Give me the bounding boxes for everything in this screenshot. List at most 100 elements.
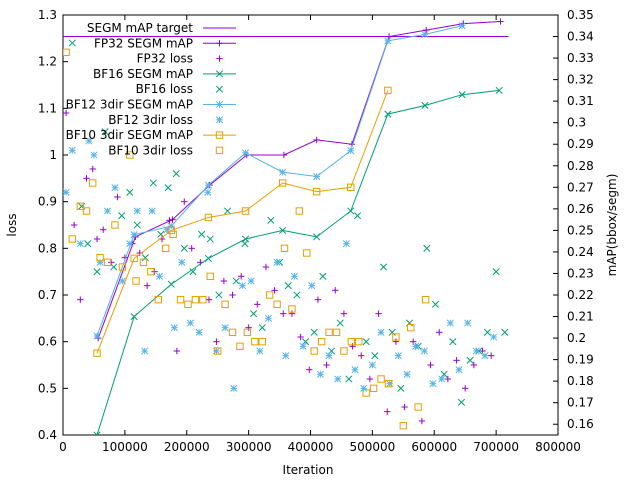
legend-item: BF16 loss <box>136 82 224 96</box>
data-point <box>297 333 304 341</box>
data-point <box>224 207 232 215</box>
data-point <box>220 277 228 285</box>
data-point <box>258 337 266 346</box>
legend-item: BF12 3dir SEGM mAP <box>66 98 236 112</box>
data-point <box>490 333 498 341</box>
data-point <box>407 323 415 332</box>
data-point <box>423 26 430 34</box>
data-point <box>93 349 101 357</box>
data-point <box>282 352 290 360</box>
y-tick-label: 0.4 <box>38 428 57 442</box>
y-tick-label: 0.7 <box>38 288 57 302</box>
data-point <box>204 188 212 196</box>
y2-tick-label: 0.32 <box>567 73 594 87</box>
legend-marker <box>215 131 224 139</box>
data-point <box>466 356 474 364</box>
legend-label: BF10 3dir SEGM mAP <box>66 128 193 142</box>
data-point <box>273 300 281 309</box>
x-tick-label: 400000 <box>288 440 334 454</box>
data-point <box>420 347 428 355</box>
data-point <box>173 347 181 355</box>
data-point <box>141 347 149 355</box>
data-point <box>85 137 93 145</box>
data-point <box>103 258 112 267</box>
data-point <box>247 277 255 285</box>
data-point <box>172 170 180 178</box>
data-point <box>472 347 480 355</box>
data-point <box>303 249 311 257</box>
legend-label: BF16 SEGM mAP <box>93 67 193 81</box>
data-point <box>241 240 249 248</box>
y2-axis-ticks: 0.16 0.17 0.18 0.19 0.2 0.21 0.22 0.23 0.24 0.25 0… <box>553 8 594 431</box>
data-point <box>414 403 422 411</box>
data-point <box>198 230 206 238</box>
data-point <box>279 226 287 234</box>
data-point <box>295 207 304 215</box>
data-point <box>299 342 307 350</box>
legend-item: FP32 loss <box>137 52 223 66</box>
data-point <box>278 179 287 187</box>
data-point <box>238 273 245 280</box>
data-point <box>319 272 327 280</box>
y2-tick-label: 0.22 <box>567 288 594 302</box>
data-point <box>313 172 321 181</box>
y2-tick-label: 0.35 <box>567 8 594 22</box>
data-point <box>492 268 500 276</box>
data-point <box>230 384 238 392</box>
data-point <box>176 295 185 304</box>
y2-tick-label: 0.33 <box>567 51 594 65</box>
data-point <box>384 110 392 118</box>
y-tick-label: 0.8 <box>38 241 57 255</box>
data-point <box>349 343 356 350</box>
data-point <box>221 300 229 309</box>
data-point <box>188 245 195 252</box>
legend-marker <box>215 85 224 93</box>
y2-tick-label: 0.16 <box>567 417 594 431</box>
data-point <box>89 179 97 187</box>
data-point <box>362 389 370 397</box>
data-point <box>254 301 261 308</box>
data-point <box>501 328 509 336</box>
data-point <box>189 268 197 276</box>
data-point <box>313 136 320 144</box>
data-point <box>392 333 400 341</box>
data-point <box>262 263 270 271</box>
y-tick-label: 0.6 <box>38 335 57 349</box>
legend-item: BF10 3dir loss <box>108 143 224 157</box>
data-point <box>251 337 259 346</box>
series-layer <box>63 18 509 435</box>
data-point <box>77 296 84 303</box>
legend-marker <box>215 70 224 78</box>
data-point <box>93 332 101 340</box>
data-point <box>306 366 313 373</box>
legend-item: SEGM mAP target <box>87 21 236 35</box>
data-point <box>63 109 70 117</box>
y2-tick-label: 0.19 <box>567 353 594 367</box>
data-point <box>497 18 504 25</box>
data-point <box>421 30 429 38</box>
data-point <box>399 421 408 430</box>
data-point <box>126 188 134 196</box>
data-point <box>110 263 118 271</box>
y-tick-label: 1 <box>49 148 57 162</box>
data-point <box>100 226 107 233</box>
legend-marker <box>216 40 223 47</box>
data-point <box>358 352 365 359</box>
x-tick-label: 600000 <box>411 440 457 454</box>
data-point <box>181 198 188 205</box>
legend-label: BF12 3dir loss <box>108 113 193 127</box>
data-point <box>384 379 393 388</box>
x-axis-label: Iteration <box>283 463 334 477</box>
data-point <box>332 328 341 337</box>
data-point <box>68 146 76 154</box>
data-point <box>377 375 385 383</box>
series-bf10-3dir-loss <box>63 48 430 430</box>
data-point <box>204 181 212 189</box>
y-axis-ticks: 0.4 0.5 0.6 0.7 0.8 0.9 1 1.1 1.2 1.3 <box>38 8 68 442</box>
data-point <box>353 212 362 220</box>
data-point <box>70 221 78 229</box>
data-point <box>84 240 92 248</box>
legend-label: FP32 SEGM mAP <box>94 36 193 50</box>
y2-tick-label: 0.2 <box>567 331 586 345</box>
y2-tick-label: 0.27 <box>567 180 594 194</box>
